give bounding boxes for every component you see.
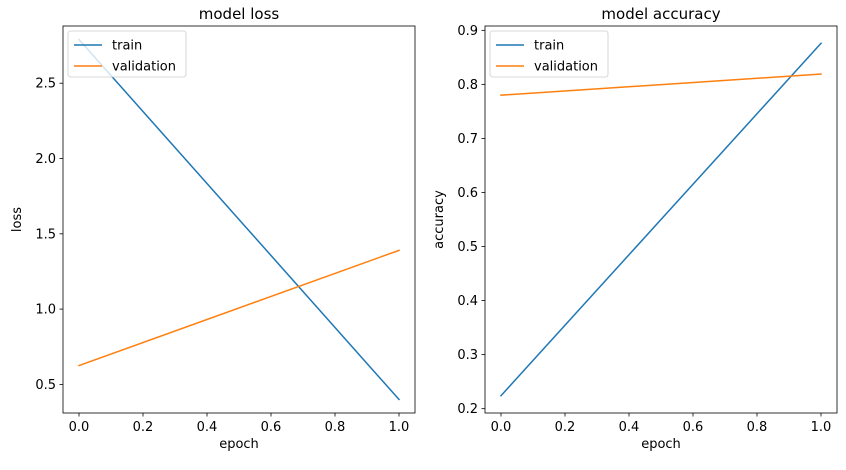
loss-y-tick-label: 1.0 (35, 303, 56, 318)
accuracy-series-line-train (499, 42, 823, 397)
accuracy-x-tick-label: 1.0 (811, 420, 832, 435)
accuracy-y-tick-label: 0.6 (457, 186, 478, 201)
loss-x-tick-label: 0.4 (197, 420, 218, 435)
accuracy-x-tick-label: 0.4 (619, 420, 640, 435)
loss-y-tick-label: 2.5 (35, 77, 56, 92)
accuracy-x-tick-label: 0.0 (491, 420, 512, 435)
accuracy-axes-frame (484, 25, 838, 414)
accuracy-x-tick-label: 0.6 (683, 420, 704, 435)
loss-series-line-train (77, 38, 401, 401)
accuracy-chart-title: model accuracy (601, 5, 720, 23)
loss-x-tick-label: 1.0 (389, 420, 410, 435)
accuracy-y-tick-label: 0.8 (457, 78, 478, 93)
loss-y-tick-label: 0.5 (35, 378, 56, 393)
accuracy-legend-label-validation: validation (534, 60, 598, 75)
accuracy-y-axis-label: accuracy (432, 190, 447, 249)
loss-legend-label-train: train (112, 39, 142, 54)
loss-y-axis-label: loss (10, 207, 25, 232)
loss-legend: train validation (67, 30, 187, 78)
loss-y-tick-label: 1.5 (35, 227, 56, 242)
accuracy-legend-label-train: train (534, 39, 564, 54)
loss-chart: 0.0 0.2 0.4 0.6 0.8 1.0 0.5 1.0 1.5 2.0 2.5 model l… (10, 5, 416, 452)
accuracy-legend: train validation (489, 30, 609, 78)
accuracy-y-tick-label: 0.7 (457, 132, 478, 147)
accuracy-x-axis-label: epoch (641, 437, 681, 452)
loss-axes-frame (62, 25, 416, 414)
accuracy-x-tick-label: 0.8 (747, 420, 768, 435)
loss-series-line-validation (78, 249, 400, 367)
accuracy-x-tick-label: 0.2 (555, 420, 576, 435)
loss-x-tick-label: 0.0 (69, 420, 90, 435)
loss-x-tick-label: 0.6 (261, 420, 282, 435)
loss-chart-title: model loss (199, 5, 280, 23)
accuracy-y-tick-label: 0.3 (457, 348, 478, 363)
loss-y-tick-label: 2.0 (35, 152, 56, 167)
accuracy-y-tick-label: 0.5 (457, 240, 478, 255)
loss-x-tick-label: 0.8 (325, 420, 346, 435)
loss-x-axis-label: epoch (219, 437, 259, 452)
accuracy-y-tick-label: 0.9 (457, 24, 478, 39)
loss-legend-label-validation: validation (112, 60, 176, 75)
accuracy-y-tick-label: 0.2 (457, 402, 478, 417)
accuracy-chart: 0.0 0.2 0.4 0.6 0.8 1.0 0.2 0.3 0.4 0.5 0.6 0.7 0.8 0… (432, 5, 838, 452)
accuracy-y-tick-label: 0.4 (457, 294, 478, 309)
accuracy-series-line-validation (500, 73, 822, 96)
loss-x-tick-label: 0.2 (133, 420, 154, 435)
